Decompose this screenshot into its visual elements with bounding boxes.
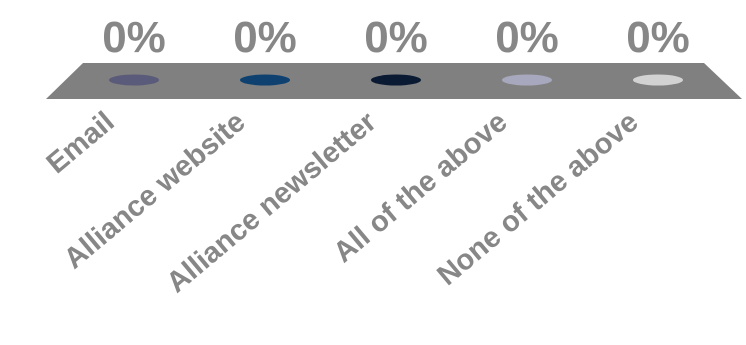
data-label-1: 0% [233,13,297,62]
bar-all-of-the-above [502,74,552,86]
category-label-0: Email [41,106,121,180]
data-label-2: 0% [364,13,428,62]
bar-email [109,74,159,86]
data-label-3: 0% [495,13,559,62]
bar-none-of-the-above [633,74,683,86]
data-label-0: 0% [102,13,166,62]
data-label-4: 0% [626,13,690,62]
bar-alliance-newsletter [371,74,421,86]
bar-alliance-website [240,74,290,86]
category-label-2: Alliance newsletter [161,106,383,299]
